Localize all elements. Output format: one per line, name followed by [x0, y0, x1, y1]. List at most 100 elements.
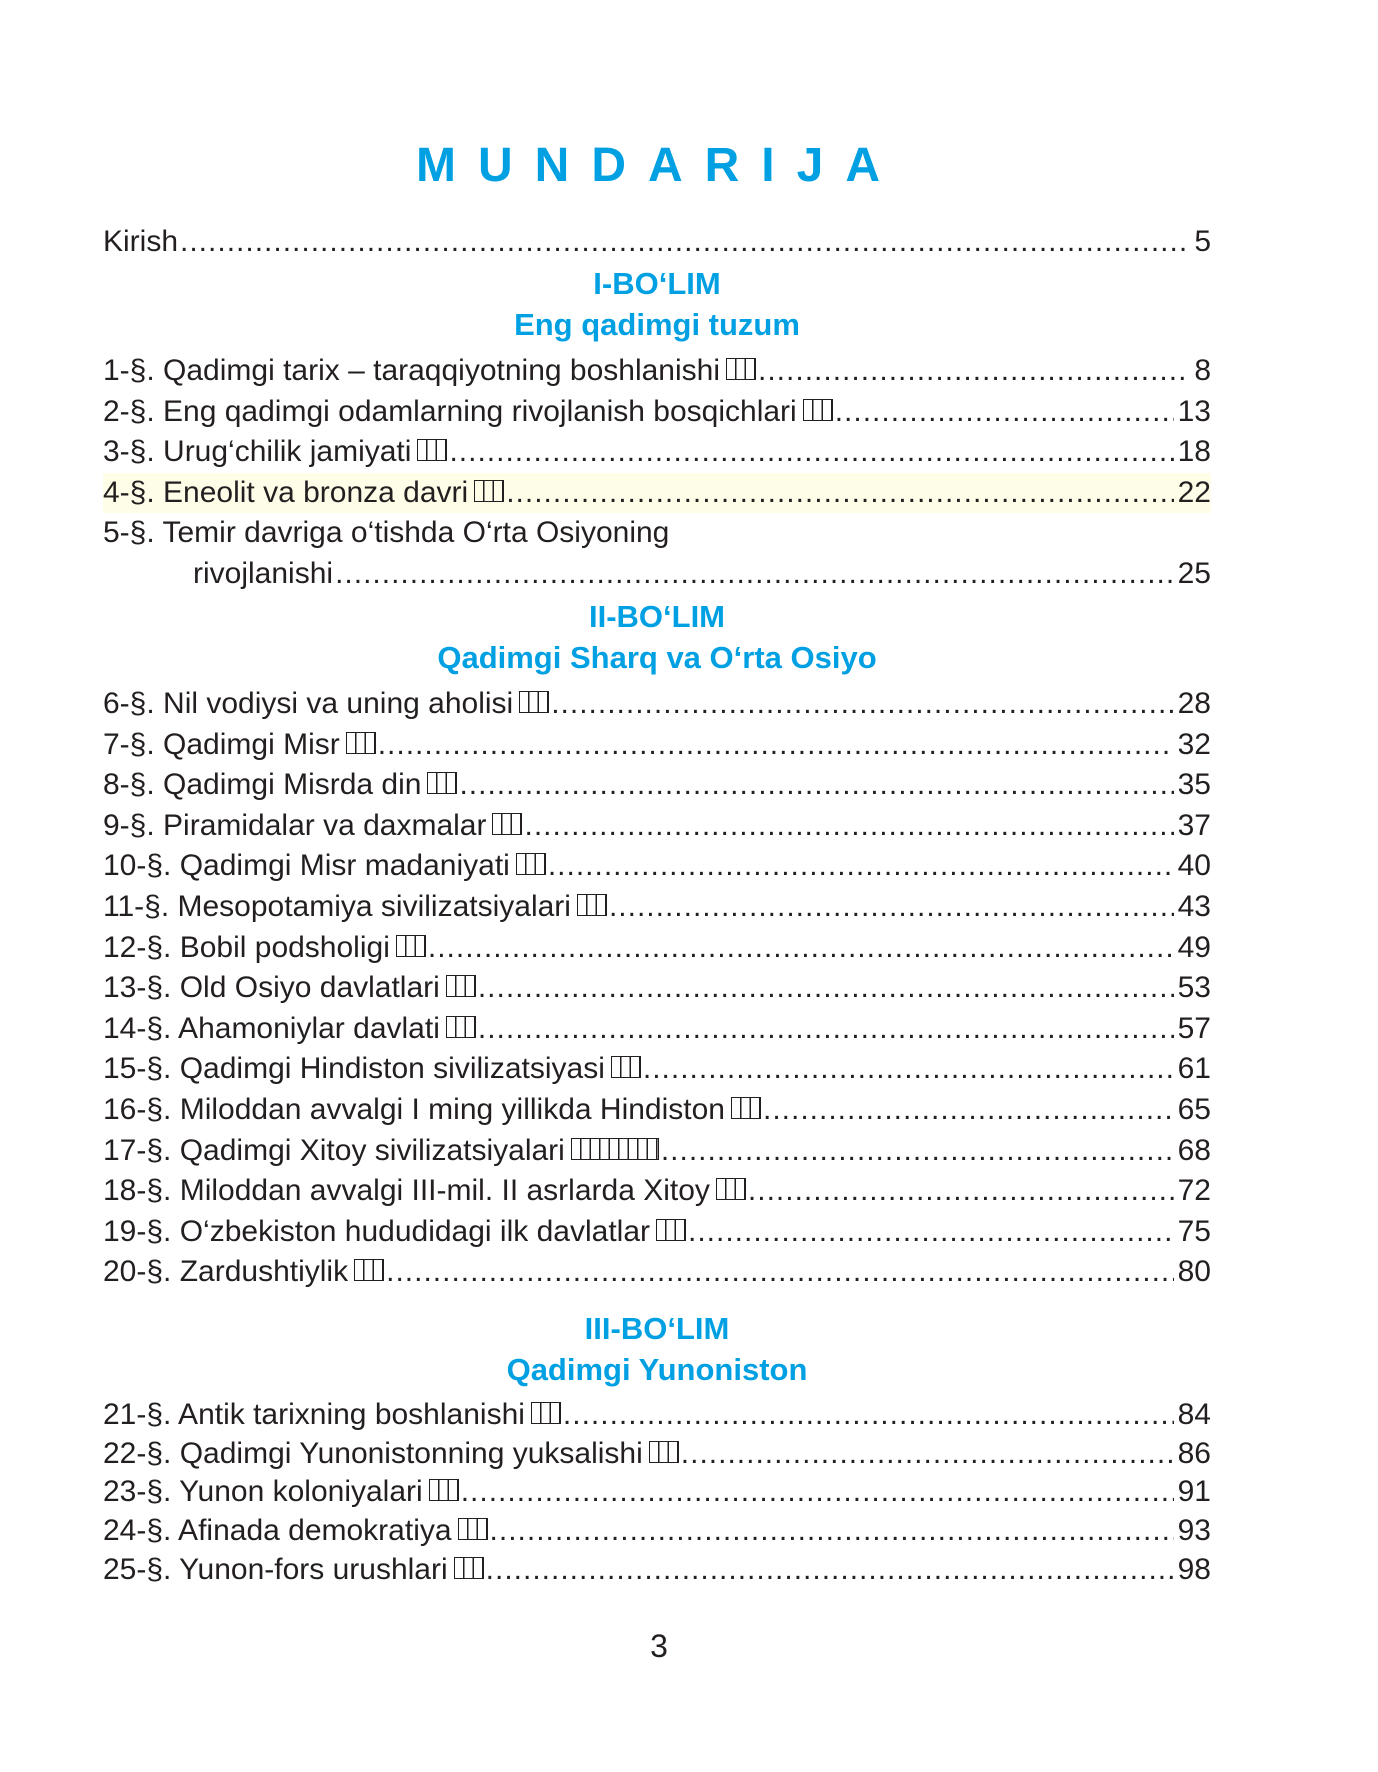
entry-title: 2-§. Eng qadimgi odamlarning rivojlanish… — [103, 394, 797, 428]
toc-entry[interactable]: 8-§. Qadimgi Misrda din 35 — [103, 765, 1211, 806]
entry-title: 25-§. Yunon-fors urushlari — [103, 1552, 448, 1586]
entry-page: 65 — [1177, 1092, 1211, 1126]
toc-entry[interactable]: 2-§. Eng qadimgi odamlarning rivojlanish… — [103, 392, 1211, 433]
entry-title: 11-§. Mesopotamiya sivilizatsiyalari — [103, 889, 571, 923]
entry-title: 23-§. Yunon koloniyalari — [103, 1475, 423, 1509]
entry-page: 40 — [1177, 849, 1211, 883]
missing-glyph-icon — [730, 1096, 761, 1119]
entry-title: 7-§. Qadimgi Misr — [103, 727, 340, 761]
toc-entry[interactable]: 1-§. Qadimgi tarix – taraqqiyotning bosh… — [103, 351, 1211, 392]
entry-title: 21-§. Antik tarixning boshlanishi — [103, 1398, 525, 1431]
missing-glyph-icon — [354, 1259, 385, 1282]
toc-entry[interactable]: 3-§. Urug‘chilik jamiyati 18 — [103, 432, 1211, 473]
section-part-heading: I-BO‘LIM — [593, 266, 721, 301]
dot-leader — [763, 1090, 1174, 1131]
dot-leader — [478, 968, 1174, 1009]
section-name-heading: Qadimgi Yunoniston — [506, 1352, 808, 1387]
toc-entry[interactable]: 11-§. Mesopotamiya sivilizatsiyalari 43 — [103, 887, 1211, 928]
entry-title: 14-§. Ahamoniylar davlati — [103, 1011, 440, 1045]
toc-entry[interactable]: 23-§. Yunon koloniyalari 91 — [103, 1473, 1211, 1512]
entry-title: 4-§. Eneolit va bronza davri — [103, 475, 469, 509]
dot-leader — [180, 222, 1190, 263]
entry-page: 25 — [1177, 556, 1211, 590]
toc-entry[interactable]: 20-§. Zardushtiylik 80 — [103, 1252, 1211, 1293]
toc-entry[interactable]: 22-§. Qadimgi Yunonistonning yuksalishi 8… — [103, 1435, 1211, 1474]
toc-entry[interactable]: 16-§. Miloddan avvalgi I ming yillikda H… — [103, 1090, 1211, 1131]
entry-title: 18-§. Miloddan avvalgi III-mil. II asrla… — [103, 1174, 710, 1208]
dot-leader — [490, 1512, 1174, 1551]
toc-entry[interactable]: 21-§. Antik tarixning boshlanishi 84 — [103, 1396, 1211, 1435]
missing-glyph-icon — [715, 1178, 746, 1201]
entry-title: Kirish — [103, 225, 179, 258]
dot-leader — [551, 684, 1173, 725]
section-part-heading: III-BO‘LIM — [584, 1311, 730, 1346]
toc-entry[interactable]: 17-§. Qadimgi Xitoy sivilizatsiyalari 68 — [103, 1131, 1211, 1172]
missing-glyph-icon — [515, 853, 546, 876]
toc-entry[interactable]: 6-§. Nil vodiysi va uning aholisi 28 — [103, 684, 1211, 725]
toc-section-1: I-BO‘LIM Eng qadimgi tuzum 1-§. Qadimgi ta… — [103, 263, 1211, 595]
entry-page: 84 — [1177, 1398, 1211, 1431]
toc-entry[interactable]: 13-§. Old Osiyo davlatlari 53 — [103, 968, 1211, 1009]
dot-leader — [548, 846, 1174, 887]
missing-glyph-icon — [428, 1479, 459, 1502]
dot-leader — [748, 1171, 1174, 1212]
missing-glyph-icon — [427, 772, 458, 795]
missing-glyph-icon — [802, 398, 833, 421]
entry-title: 13-§. Old Osiyo davlatlari — [103, 971, 440, 1005]
missing-glyph-icon — [656, 1218, 686, 1241]
entry-title: 17-§. Qadimgi Xitoy sivilizatsiyalari — [103, 1133, 565, 1167]
entry-page: 72 — [1177, 1174, 1211, 1208]
missing-glyph-icon — [576, 893, 607, 916]
toc-entry[interactable]: 9-§. Piramidalar va daxmalar 37 — [103, 806, 1211, 847]
missing-glyph-icon — [395, 934, 426, 957]
dot-leader — [459, 765, 1173, 806]
page-title: MUNDARIJA — [416, 139, 902, 192]
toc-entry[interactable]: 25-§. Yunon-fors urushlari 98 — [103, 1551, 1211, 1590]
entry-page: 98 — [1177, 1552, 1211, 1586]
section-name-heading: Eng qadimgi tuzum — [514, 307, 800, 342]
missing-glyph-icon — [726, 358, 757, 380]
dot-leader — [688, 1212, 1174, 1253]
missing-glyph-icon — [648, 1440, 679, 1463]
section-name-heading: Qadimgi Sharq va O‘rta Osiyo — [437, 640, 877, 675]
missing-glyph-icon — [445, 975, 476, 998]
missing-glyph-icon — [519, 691, 550, 713]
dot-leader — [449, 432, 1173, 473]
entry-title: 24-§. Afinada demokratiya — [103, 1514, 452, 1548]
toc-entry[interactable]: 12-§. Bobil podsholigi 49 — [103, 928, 1211, 969]
entry-title: 1-§. Qadimgi tarix – taraqqiyotning bosh… — [103, 354, 721, 387]
dot-leader — [461, 1473, 1174, 1512]
dot-leader — [661, 1131, 1174, 1172]
section-part-heading: II-BO‘LIM — [588, 599, 726, 634]
toc-entry-intro[interactable]: Kirish 5 — [103, 222, 1211, 263]
entry-page: 93 — [1177, 1514, 1211, 1548]
toc-entry[interactable]: 24-§. Afinada demokratiya 93 — [103, 1512, 1211, 1551]
missing-glyph-icon — [530, 1402, 561, 1424]
entry-title: 15-§. Qadimgi Hindiston sivilizatsiyasi — [103, 1052, 605, 1086]
toc-entry[interactable]: 10-§. Qadimgi Misr madaniyati 40 — [103, 846, 1211, 887]
dot-leader — [378, 725, 1174, 766]
toc-entry[interactable]: 19-§. O‘zbekiston hududidagi ilk davlatl… — [103, 1212, 1211, 1253]
entry-title-continued: rivojlanishi — [193, 556, 334, 590]
dot-leader — [524, 806, 1173, 847]
toc-entry[interactable]: 14-§. Ahamoniylar davlati 57 — [103, 1009, 1211, 1050]
toc-section-2: II-BO‘LIM Qadimgi Sharq va O‘rta Osiyo 6-§… — [103, 596, 1211, 1293]
missing-glyph-icon — [453, 1556, 484, 1579]
toc-entry[interactable]: 5-§. Temir davriga o‘tishda O‘rta Osiyon… — [103, 513, 1211, 554]
toc-entry[interactable]: 15-§. Qadimgi Hindiston sivilizatsiyasi 6… — [103, 1049, 1211, 1090]
missing-glyph-icon — [570, 1137, 659, 1160]
missing-glyph-icon — [445, 1015, 476, 1038]
missing-glyph-icon — [492, 812, 523, 835]
dot-leader — [835, 392, 1174, 433]
entry-page: 32 — [1177, 727, 1211, 761]
dot-leader — [386, 1252, 1174, 1293]
entry-page: 91 — [1177, 1475, 1211, 1509]
missing-glyph-icon — [610, 1056, 641, 1079]
entry-title: 9-§. Piramidalar va daxmalar — [103, 808, 487, 842]
toc-entry[interactable]: 7-§. Qadimgi Misr 32 — [103, 725, 1211, 766]
toc-entry[interactable]: 18-§. Miloddan avvalgi III-mil. II asrla… — [103, 1171, 1211, 1212]
entry-page: 49 — [1177, 930, 1211, 964]
toc-entry-continuation[interactable]: rivojlanishi 25 — [103, 554, 1211, 595]
dot-leader — [478, 1009, 1174, 1050]
toc-entry[interactable]: 4-§. Eneolit va bronza davri 22 — [103, 472, 1211, 514]
